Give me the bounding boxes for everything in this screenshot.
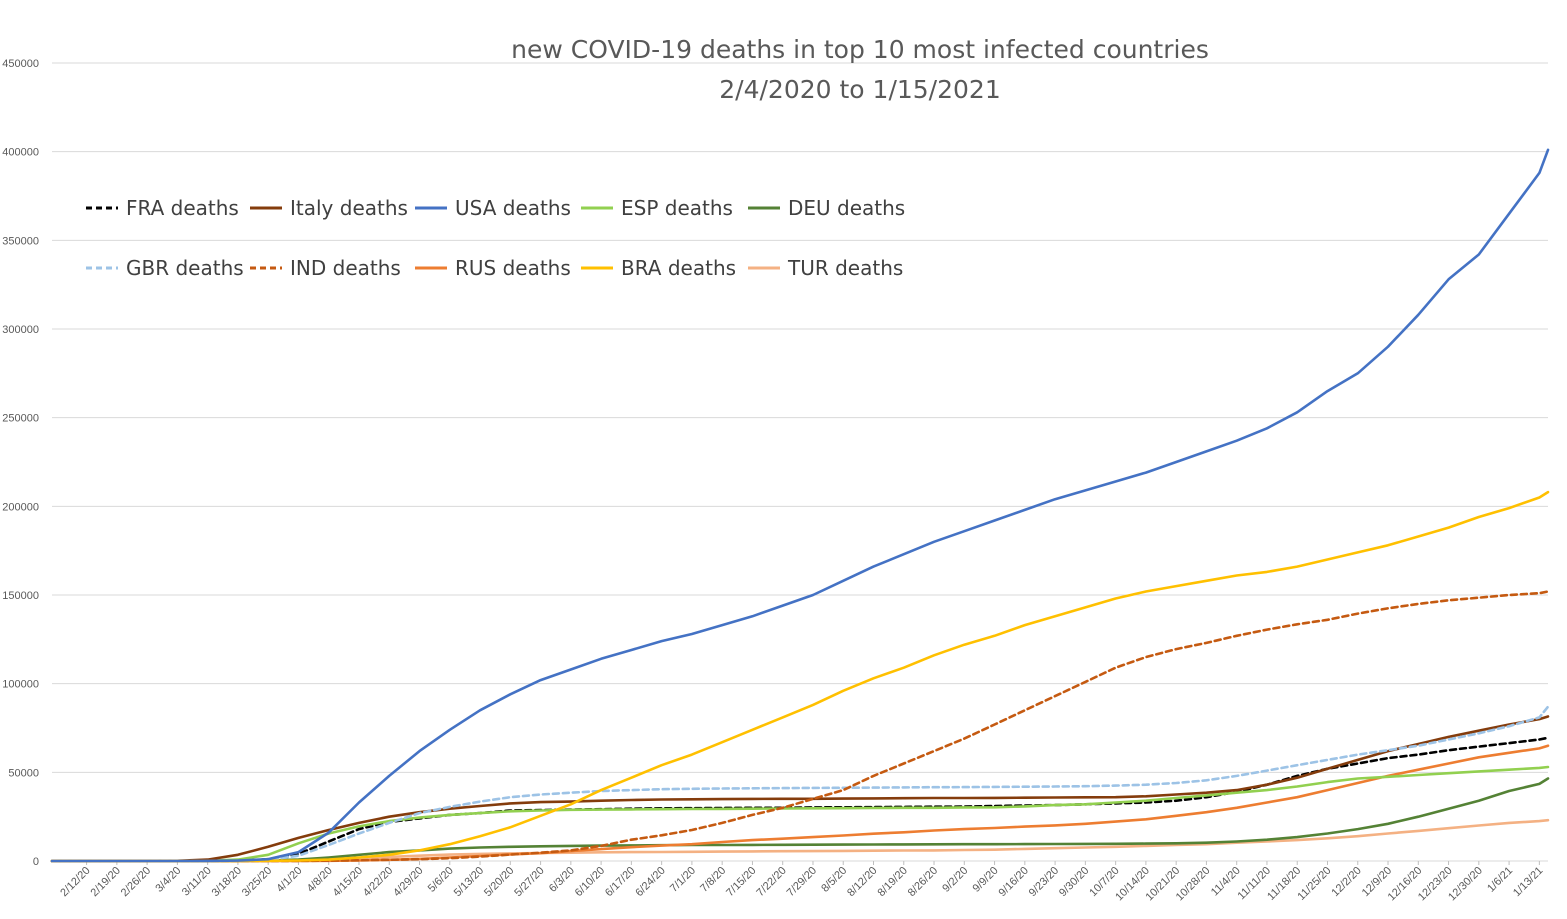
legend-label: USA deaths [455,196,571,220]
legend-label: GBR deaths [126,256,244,280]
y-tick-label: 0 [33,856,39,868]
legend-label: BRA deaths [621,256,736,280]
y-tick-label: 150000 [2,590,39,602]
legend-label: FRA deaths [126,196,239,220]
series-line-bra-deaths [50,490,1550,863]
legend-label: IND deaths [290,256,401,280]
y-tick-label: 250000 [2,413,39,425]
series-line-deu-deaths [50,777,1550,863]
chart-subtitle: 2/4/2020 to 1/15/2021 [719,75,1000,104]
y-tick-label: 200000 [2,501,39,513]
legend-label: TUR deaths [787,256,903,280]
legend-label: Italy deaths [290,196,408,220]
series-line-gbr-deaths [50,705,1550,863]
legend-label: ESP deaths [621,196,733,220]
series-line-usa-deaths [50,148,1550,863]
y-tick-label: 400000 [2,147,39,159]
legend-label: RUS deaths [455,256,571,280]
series-line-esp-deaths [50,765,1550,863]
series-lines [50,148,1550,863]
y-tick-label: 100000 [2,679,39,691]
y-axis-ticks: 0 50000 100000 150000 200000 250000 300000 3500… [2,58,39,868]
gridlines [52,62,1548,862]
y-tick-label: 50000 [8,767,39,779]
chart-title: new COVID-19 deaths in top 10 most infec… [511,35,1209,64]
y-tick-label: 450000 [2,58,39,70]
y-tick-label: 350000 [2,235,39,247]
legend: FRA deaths Italy deaths USA deaths ESP deat… [86,196,905,280]
y-tick-label: 300000 [2,324,39,336]
legend-label: DEU deaths [788,196,905,220]
